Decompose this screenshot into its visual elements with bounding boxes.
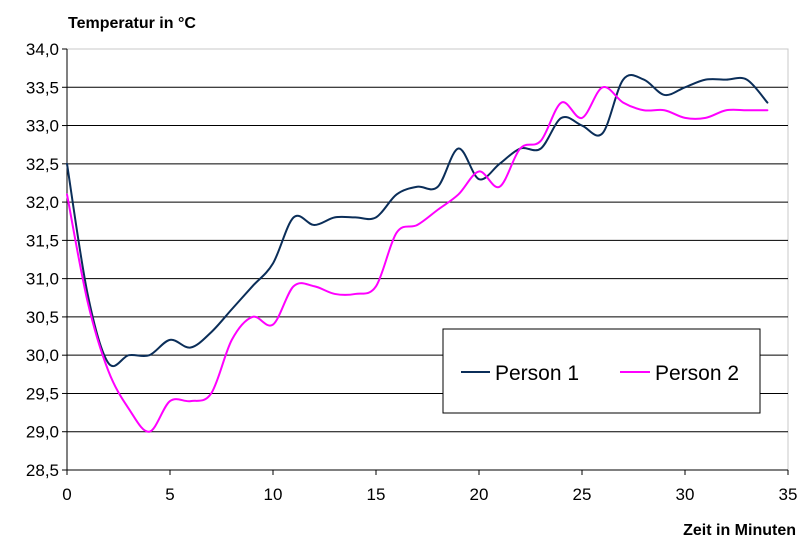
x-tick-label: 20 [470, 485, 489, 504]
x-tick-label: 15 [367, 485, 386, 504]
y-tick-label: 31,0 [26, 270, 59, 289]
y-tick-label: 33,0 [26, 117, 59, 136]
axes [66, 49, 788, 471]
legend-box [442, 328, 761, 414]
x-axis-label: Zeit in Minuten [683, 522, 796, 539]
y-tick-label: 29,0 [26, 423, 59, 442]
y-tick-label: 29,5 [26, 384, 59, 403]
x-tick-label: 10 [264, 485, 283, 504]
y-axis-label: Temperatur in °C [68, 15, 196, 32]
legend-label-person-2: Person 2 [655, 362, 739, 385]
x-tick-label: 25 [573, 485, 592, 504]
y-tick-label: 31,5 [26, 231, 59, 250]
x-tick-label: 35 [779, 485, 798, 504]
x-tick-label: 30 [676, 485, 695, 504]
y-tick-label: 30,0 [26, 346, 59, 365]
y-tick-label: 30,5 [26, 308, 59, 327]
y-tick-label: 32,5 [26, 155, 59, 174]
x-tick-labels: 0 5 10 15 20 25 30 35 [62, 485, 797, 504]
series-lines [66, 74, 769, 433]
y-tick-labels: 28,5 29,0 29,5 30,0 30,5 31,0 31,5 32,0 32,5 33,0… [26, 40, 59, 480]
y-tick-label: 32,0 [26, 193, 59, 212]
y-tick-label: 33,5 [26, 78, 59, 97]
x-tick-label: 5 [165, 485, 174, 504]
series-line-person-2 [66, 86, 769, 433]
series-line-person-1 [66, 74, 769, 368]
legend-label-person-1: Person 1 [495, 362, 579, 385]
y-tick-label: 28,5 [26, 461, 59, 480]
legend: Person 1 Person 2 [442, 328, 761, 414]
y-tick-label: 34,0 [26, 40, 59, 59]
x-tick-label: 0 [62, 485, 71, 504]
